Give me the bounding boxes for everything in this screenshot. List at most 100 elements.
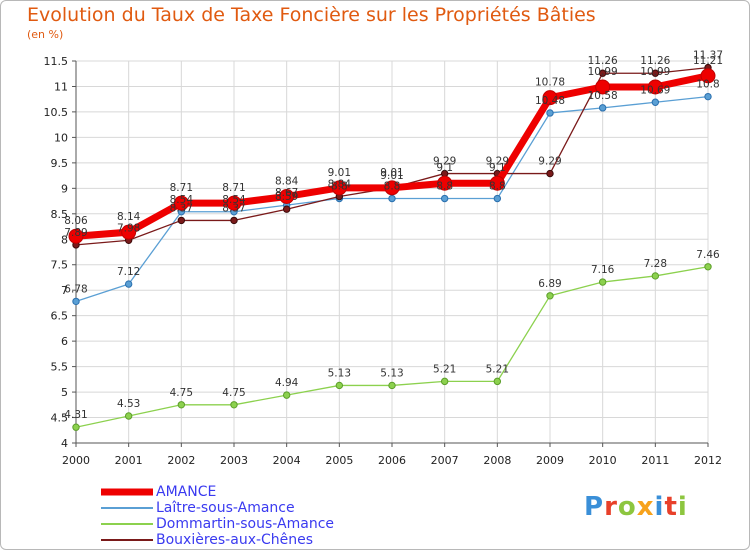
data-label-laitre-sous-amance: 6.78 xyxy=(64,283,87,295)
data-label-amance: 10.99 xyxy=(640,66,670,78)
data-point-bouxieres-aux-chenes xyxy=(546,169,554,178)
data-label-bouxieres-aux-chenes: 7.98 xyxy=(117,222,140,234)
data-label-dommartin-sous-amance: 5.13 xyxy=(328,367,351,379)
legend-swatch xyxy=(101,507,153,509)
data-label-bouxieres-aux-chenes: 9.29 xyxy=(433,156,456,168)
data-point-laitre-sous-amance xyxy=(388,194,396,203)
data-point-dommartin-sous-amance xyxy=(124,412,133,420)
x-tick-label: 2003 xyxy=(220,454,248,467)
legend-label: Bouxières-aux-Chênes xyxy=(156,532,314,548)
data-label-laitre-sous-amance: 8.8 xyxy=(489,181,506,193)
data-label-amance: 9.1 xyxy=(436,162,453,174)
data-label-amance: 9.01 xyxy=(328,167,351,179)
data-label-bouxieres-aux-chenes: 9.29 xyxy=(486,156,509,168)
logo-letter: r xyxy=(604,492,618,522)
data-point-dommartin-sous-amance xyxy=(704,263,712,271)
y-tick-label: 9 xyxy=(61,182,68,195)
data-point-bouxieres-aux-chenes xyxy=(230,216,238,225)
data-point-bouxieres-aux-chenes xyxy=(651,69,660,77)
data-label-laitre-sous-amance: 8.8 xyxy=(331,181,348,193)
data-label-laitre-sous-amance: 10.48 xyxy=(535,95,565,107)
data-point-bouxieres-aux-chenes xyxy=(177,216,186,225)
y-tick-label: 4 xyxy=(61,437,68,450)
data-label-dommartin-sous-amance: 5.13 xyxy=(380,367,403,379)
data-label-laitre-sous-amance: 10.69 xyxy=(640,84,670,96)
x-tick-label: 2005 xyxy=(325,454,353,467)
data-label-laitre-sous-amance: 7.12 xyxy=(117,266,140,278)
data-point-dommartin-sous-amance xyxy=(546,292,554,300)
data-point-amance xyxy=(68,228,84,244)
data-label-laitre-sous-amance: 8.54 xyxy=(222,194,246,206)
data-label-dommartin-sous-amance: 4.53 xyxy=(117,398,140,410)
data-label-bouxieres-aux-chenes: 11.26 xyxy=(640,55,670,67)
data-label-bouxieres-aux-chenes: 8.37 xyxy=(170,202,193,214)
data-point-laitre-sous-amance xyxy=(651,98,660,106)
data-point-amance xyxy=(489,175,505,191)
logo-letter: x xyxy=(636,492,655,522)
data-point-laitre-sous-amance xyxy=(546,109,554,117)
data-label-amance: 8.71 xyxy=(222,182,245,194)
legend-swatch xyxy=(101,539,153,541)
data-point-laitre-sous-amance xyxy=(493,194,502,203)
x-tick-label: 2012 xyxy=(694,454,722,467)
legend-label: Laître-sous-Amance xyxy=(156,500,295,516)
logo-letter: i xyxy=(677,492,688,522)
legend-swatch xyxy=(101,488,153,496)
data-label-laitre-sous-amance: 8.8 xyxy=(436,181,453,193)
x-tick-label: 2007 xyxy=(431,454,459,467)
data-label-bouxieres-aux-chenes: 9.01 xyxy=(380,170,403,182)
chart-title: Evolution du Taux de Taxe Foncière sur l… xyxy=(27,4,596,26)
data-label-bouxieres-aux-chenes: 8.37 xyxy=(222,202,245,214)
data-point-amance xyxy=(647,79,663,95)
data-label-dommartin-sous-amance: 7.46 xyxy=(696,249,720,261)
legend-swatch xyxy=(101,523,153,525)
data-point-amance xyxy=(331,180,347,196)
y-tick-label: 5 xyxy=(61,386,68,399)
data-label-amance: 8.06 xyxy=(64,215,88,227)
data-label-dommartin-sous-amance: 5.21 xyxy=(433,363,456,375)
data-label-laitre-sous-amance: 8.67 xyxy=(275,187,298,199)
legend-label: AMANCE xyxy=(156,484,217,500)
data-point-amance xyxy=(173,195,189,211)
data-label-dommartin-sous-amance: 4.75 xyxy=(170,387,193,399)
y-tick-label: 10.5 xyxy=(44,106,69,119)
data-point-dommartin-sous-amance xyxy=(72,423,80,431)
data-point-amance xyxy=(384,180,400,196)
data-label-amance: 9.1 xyxy=(489,162,506,174)
y-tick-label: 11.5 xyxy=(44,55,69,68)
logo-letter: i xyxy=(654,492,665,522)
data-label-laitre-sous-amance: 10.58 xyxy=(588,90,618,102)
data-label-amance: 9.01 xyxy=(380,167,403,179)
data-point-amance xyxy=(700,68,716,84)
data-point-amance xyxy=(226,195,242,211)
data-point-dommartin-sous-amance xyxy=(493,377,502,386)
data-point-dommartin-sous-amance xyxy=(651,272,660,280)
data-label-amance: 10.99 xyxy=(588,66,618,78)
data-point-dommartin-sous-amance xyxy=(598,278,607,286)
y-tick-label: 4.5 xyxy=(51,412,69,425)
y-tick-label: 10 xyxy=(54,131,68,144)
legend-label: Dommartin-sous-Amance xyxy=(156,516,335,532)
logo-letter: t xyxy=(664,492,678,522)
proxiti-logo: Proxiti xyxy=(584,492,688,522)
data-point-bouxieres-aux-chenes xyxy=(598,69,607,77)
data-label-bouxieres-aux-chenes: 11.37 xyxy=(693,50,723,62)
data-point-amance xyxy=(279,188,295,204)
data-label-dommartin-sous-amance: 4.31 xyxy=(64,409,87,421)
data-point-dommartin-sous-amance xyxy=(282,391,291,399)
y-tick-label: 9.5 xyxy=(51,157,69,170)
data-label-dommartin-sous-amance: 6.89 xyxy=(538,278,561,290)
data-label-bouxieres-aux-chenes: 7.89 xyxy=(64,227,87,239)
data-point-laitre-sous-amance xyxy=(598,104,607,112)
y-tick-label: 7 xyxy=(61,284,68,297)
data-point-dommartin-sous-amance xyxy=(230,401,238,409)
data-point-dommartin-sous-amance xyxy=(177,401,186,409)
x-tick-label: 2001 xyxy=(115,454,143,467)
y-tick-label: 8.5 xyxy=(51,208,69,221)
x-tick-label: 2002 xyxy=(167,454,195,467)
y-tick-label: 8 xyxy=(61,233,68,246)
data-label-laitre-sous-amance: 8.54 xyxy=(170,194,194,206)
data-point-dommartin-sous-amance xyxy=(388,381,396,390)
data-point-amance xyxy=(542,90,558,106)
data-label-dommartin-sous-amance: 4.75 xyxy=(222,387,245,399)
